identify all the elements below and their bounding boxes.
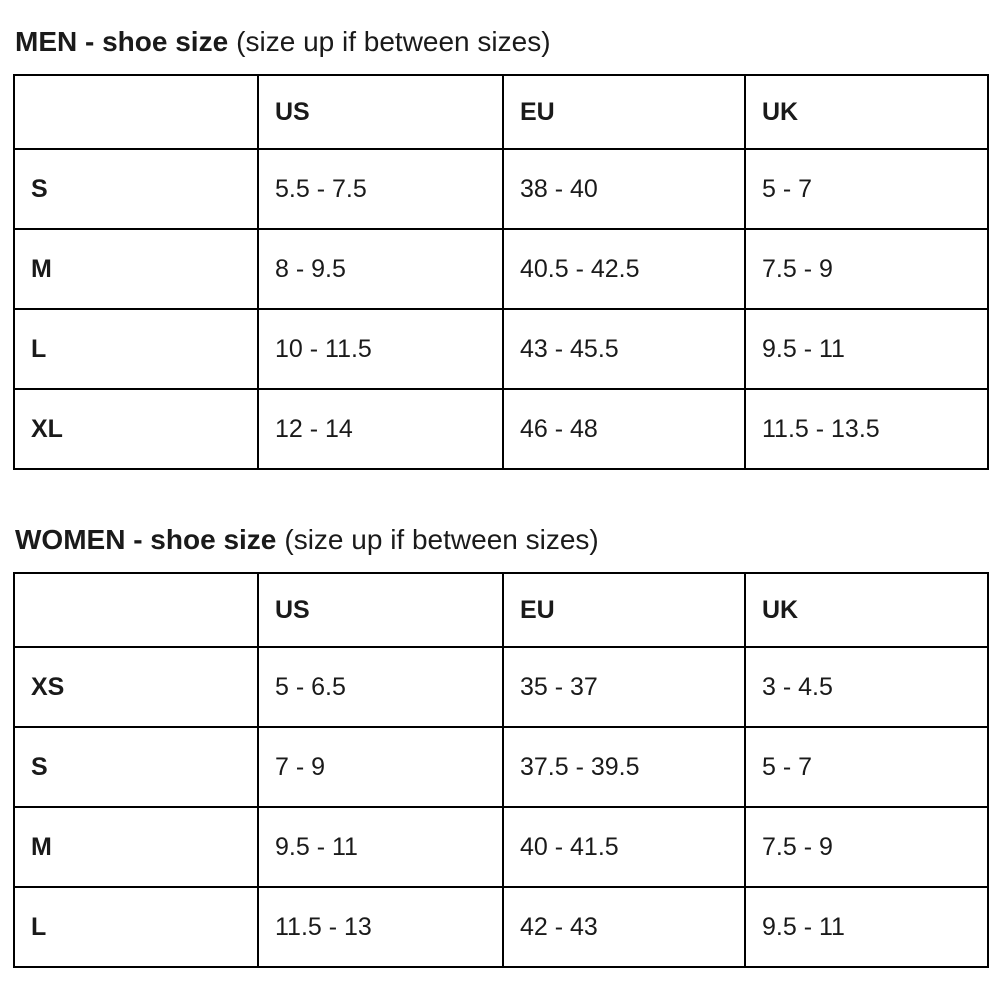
size-cell-eu: 40.5 - 42.5 — [502, 228, 746, 311]
size-cell-us: 10 - 11.5 — [257, 308, 504, 391]
size-cell-eu: 40 - 41.5 — [502, 806, 746, 889]
size-cell-us: 8 - 9.5 — [257, 228, 504, 311]
column-header-eu: EU — [502, 74, 746, 151]
women-size-table: US EU UK XS 5 - 6.5 35 - 37 3 - 4.5 S 7 … — [13, 572, 989, 969]
size-cell-uk: 5 - 7 — [744, 148, 989, 231]
size-cell-us: 5 - 6.5 — [257, 646, 504, 729]
size-cell-uk: 11.5 - 13.5 — [744, 388, 989, 471]
table-row: L 11.5 - 13 42 - 43 9.5 - 11 — [13, 886, 989, 969]
corner-cell — [13, 74, 259, 151]
size-cell-uk: 3 - 4.5 — [744, 646, 989, 729]
row-label: S — [13, 148, 259, 231]
column-header-eu: EU — [502, 572, 746, 649]
men-table-title-note: (size up if between sizes) — [236, 26, 551, 57]
row-label: XS — [13, 646, 259, 729]
women-table-title: WOMEN - shoe size (size up if between siz… — [15, 524, 987, 556]
corner-cell — [13, 572, 259, 649]
table-row: XL 12 - 14 46 - 48 11.5 - 13.5 — [13, 388, 989, 471]
size-cell-eu: 43 - 45.5 — [502, 308, 746, 391]
size-cell-us: 5.5 - 7.5 — [257, 148, 504, 231]
column-header-uk: UK — [744, 74, 989, 151]
size-cell-eu: 38 - 40 — [502, 148, 746, 231]
size-cell-uk: 7.5 - 9 — [744, 228, 989, 311]
column-header-uk: UK — [744, 572, 989, 649]
men-table-title: MEN - shoe size (size up if between sizes… — [15, 26, 987, 58]
size-cell-us: 7 - 9 — [257, 726, 504, 809]
table-row: S 7 - 9 37.5 - 39.5 5 - 7 — [13, 726, 989, 809]
row-label: XL — [13, 388, 259, 471]
men-table-title-bold: MEN - shoe size — [15, 26, 229, 57]
size-cell-us: 9.5 - 11 — [257, 806, 504, 889]
column-header-us: US — [257, 74, 504, 151]
size-cell-eu: 35 - 37 — [502, 646, 746, 729]
table-row: XS 5 - 6.5 35 - 37 3 - 4.5 — [13, 646, 989, 729]
size-cell-us: 12 - 14 — [257, 388, 504, 471]
size-cell-uk: 7.5 - 9 — [744, 806, 989, 889]
row-label: M — [13, 228, 259, 311]
men-header-row: US EU UK — [13, 74, 989, 151]
size-cell-uk: 9.5 - 11 — [744, 886, 989, 969]
size-cell-eu: 42 - 43 — [502, 886, 746, 969]
table-row: M 9.5 - 11 40 - 41.5 7.5 - 9 — [13, 806, 989, 889]
size-cell-eu: 46 - 48 — [502, 388, 746, 471]
row-label: M — [13, 806, 259, 889]
size-cell-uk: 5 - 7 — [744, 726, 989, 809]
women-table-title-note: (size up if between sizes) — [284, 524, 599, 556]
table-row: S 5.5 - 7.5 38 - 40 5 - 7 — [13, 148, 989, 231]
men-size-table: US EU UK S 5.5 - 7.5 38 - 40 5 - 7 M 8 -… — [13, 74, 989, 471]
row-label: L — [13, 308, 259, 391]
women-header-row: US EU UK — [13, 572, 989, 649]
women-table-title-bold: WOMEN - shoe size — [15, 524, 277, 556]
size-cell-eu: 37.5 - 39.5 — [502, 726, 746, 809]
size-cell-uk: 9.5 - 11 — [744, 308, 989, 391]
column-header-us: US — [257, 572, 504, 649]
row-label: L — [13, 886, 259, 969]
size-cell-us: 11.5 - 13 — [257, 886, 504, 969]
table-row: L 10 - 11.5 43 - 45.5 9.5 - 11 — [13, 308, 989, 391]
row-label: S — [13, 726, 259, 809]
table-row: M 8 - 9.5 40.5 - 42.5 7.5 - 9 — [13, 228, 989, 311]
